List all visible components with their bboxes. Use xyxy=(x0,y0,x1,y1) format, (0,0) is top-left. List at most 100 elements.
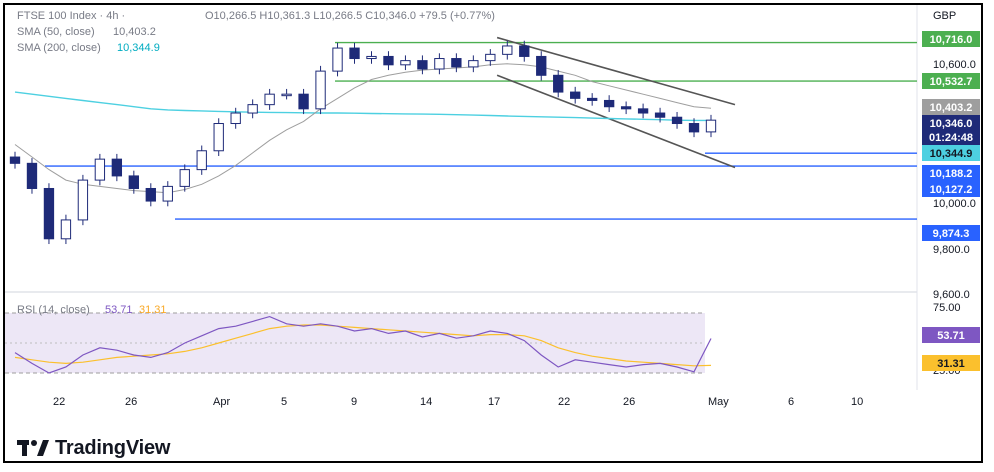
price-tick: 10,600.0 xyxy=(933,59,976,71)
rsi-tick: 75.00 xyxy=(933,302,961,314)
candle-body xyxy=(434,58,445,70)
tradingview-logo[interactable]: TradingView xyxy=(17,435,170,461)
symbol-label[interactable]: FTSE 100 Index · 4h · xyxy=(17,10,125,22)
price-tag-label: 10,532.7 xyxy=(930,76,973,88)
time-tick: Apr xyxy=(213,396,230,408)
price-tag-label: 10,127.2 xyxy=(930,184,973,196)
time-tick: 17 xyxy=(488,396,500,408)
time-tick: 6 xyxy=(788,396,794,408)
ohlc-readout: O10,266.5 H10,361.3 L10,266.5 C10,346.0 … xyxy=(205,10,495,22)
candle-body xyxy=(230,112,241,125)
rsi-legend-label[interactable]: RSI (14, close) xyxy=(17,304,90,316)
levels-layer xyxy=(45,41,917,220)
candle-body xyxy=(688,123,700,133)
sma50-line xyxy=(14,63,712,194)
candle-body xyxy=(60,219,72,240)
candle-body xyxy=(383,55,394,66)
tradingview-logo-text: TradingView xyxy=(55,436,171,459)
candle-body xyxy=(298,93,309,110)
channel-lower-line xyxy=(496,74,736,169)
price-tag-bg xyxy=(922,115,980,131)
price-tag-bg xyxy=(922,145,980,161)
price-tag-bg xyxy=(922,225,980,241)
candle-body xyxy=(9,156,21,164)
candle-body xyxy=(264,93,275,106)
sma-layer xyxy=(14,63,712,194)
candle-body xyxy=(281,93,292,97)
channel-upper-line xyxy=(496,36,736,106)
rsi-tag-label: 31.31 xyxy=(937,358,965,370)
time-tick: 14 xyxy=(420,396,432,408)
time-tick: 9 xyxy=(351,396,357,408)
rsi-tag-bg xyxy=(922,327,980,343)
candle-body xyxy=(468,60,479,68)
price-tag-label: 10,344.9 xyxy=(930,148,973,160)
sma200-line xyxy=(14,91,711,122)
candle-body xyxy=(603,99,615,108)
candle-body xyxy=(77,179,89,221)
rsi-ma-legend-value: 31.31 xyxy=(139,304,167,316)
rsi-tag-bg xyxy=(922,355,980,371)
candle-body xyxy=(332,47,343,72)
chart-canvas[interactable]: FTSE 100 Index · 4h · O10,266.5 H10,361.… xyxy=(5,5,981,461)
candle-body xyxy=(705,119,717,133)
candle-body xyxy=(94,158,106,181)
candle-body xyxy=(213,123,224,152)
price-tag-bg xyxy=(922,181,980,197)
candle-body xyxy=(145,187,156,202)
candle-body xyxy=(553,74,564,93)
price-tag-bg xyxy=(922,73,980,89)
candle-body xyxy=(26,162,38,189)
candle-body xyxy=(502,45,513,55)
rsi-layer xyxy=(14,315,712,374)
candle-body xyxy=(162,185,173,202)
candle-body xyxy=(519,45,530,57)
price-tag-bg xyxy=(922,165,980,181)
price-tags: 10,716.0 10,532.7 10,403.2 10,346.0 01:24:48… xyxy=(922,31,980,241)
candle-body xyxy=(179,169,190,187)
rsi-line xyxy=(14,315,712,374)
chart-frame: FTSE 100 Index · 4h · O10,266.5 H10,361.… xyxy=(3,3,983,463)
time-tick: 22 xyxy=(558,396,570,408)
price-tag-label: 9,874.3 xyxy=(933,228,970,240)
candle-body xyxy=(349,47,360,60)
price-tag-bg xyxy=(922,129,980,145)
sma50-legend-label[interactable]: SMA (50, close) xyxy=(17,26,95,38)
time-axis[interactable]: 22 26 Apr 5 9 14 17 22 26 May 6 10 xyxy=(53,396,863,408)
candle-body xyxy=(620,106,632,110)
candle-body xyxy=(366,55,377,60)
currency-label: GBP xyxy=(933,10,956,22)
price-tag-label: 10,346.0 xyxy=(930,118,973,130)
price-tick: 9,800.0 xyxy=(933,244,970,256)
candle-body xyxy=(43,187,55,240)
candle-body xyxy=(128,175,139,189)
candle-body xyxy=(417,60,428,70)
tradingview-logo-icon xyxy=(17,440,49,456)
candle-body xyxy=(400,60,411,66)
channel-layer xyxy=(496,36,736,169)
candle-body xyxy=(485,53,496,62)
rsi-tags: 53.71 31.31 xyxy=(922,327,980,371)
time-tick: 10 xyxy=(851,396,863,408)
candle-body xyxy=(587,97,598,101)
price-tick: 9,600.0 xyxy=(933,289,970,301)
price-tick: 10,000.0 xyxy=(933,198,976,210)
sma200-legend-label[interactable]: SMA (200, close) xyxy=(17,42,101,54)
candle-body xyxy=(671,116,683,125)
time-tick: 5 xyxy=(281,396,287,408)
time-tick: May xyxy=(708,396,729,408)
rsi-legend-value: 53.71 xyxy=(105,304,133,316)
rsi-ma-line xyxy=(14,324,712,367)
time-tick: 26 xyxy=(125,396,137,408)
rsi-tag-label: 53.71 xyxy=(937,330,965,342)
candle-body xyxy=(196,150,207,171)
candle-body xyxy=(111,158,123,177)
price-tag-bg xyxy=(922,31,980,47)
price-tag-label: 10,188.2 xyxy=(930,168,973,180)
candles-layer[interactable] xyxy=(9,40,717,245)
sma50-legend-value: 10,403.2 xyxy=(113,26,156,38)
candle-body xyxy=(536,55,547,76)
candle-body xyxy=(247,104,258,114)
price-tag-label: 10,716.0 xyxy=(930,34,973,46)
candle-body xyxy=(451,58,462,68)
